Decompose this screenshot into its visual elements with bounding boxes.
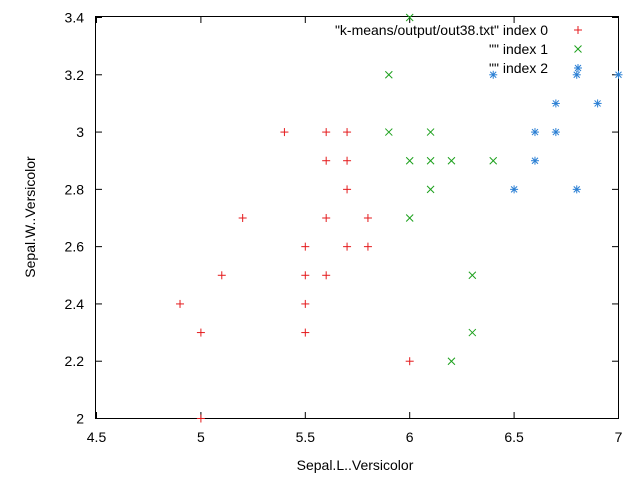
data-point-series-1 xyxy=(489,156,498,165)
data-point-series-0 xyxy=(280,128,289,137)
data-points xyxy=(176,13,623,423)
y-tick-label: 3.2 xyxy=(65,67,85,83)
data-point-series-2 xyxy=(572,185,581,194)
x-tick-label: 6 xyxy=(406,429,414,445)
y-tick-label: 2.4 xyxy=(65,296,85,312)
data-point-series-0 xyxy=(301,328,310,337)
data-point-series-0 xyxy=(343,242,352,251)
data-point-series-1 xyxy=(405,214,414,222)
data-point-series-0 xyxy=(196,414,205,423)
data-point-series-1 xyxy=(447,357,456,366)
x-tick-label: 7 xyxy=(615,429,623,445)
data-point-series-2 xyxy=(489,70,498,79)
data-point-series-2 xyxy=(593,99,602,108)
data-point-series-1 xyxy=(405,13,414,22)
legend-label: "" index 2 xyxy=(489,60,548,76)
legend-marker xyxy=(574,64,582,72)
x-tick-label: 4.5 xyxy=(87,429,107,445)
data-point-series-2 xyxy=(614,70,623,79)
data-point-series-1 xyxy=(447,156,456,165)
x-tick-label: 6.5 xyxy=(504,429,524,445)
data-point-series-0 xyxy=(322,271,331,280)
y-tick-label: 2.6 xyxy=(65,239,85,255)
data-point-series-0 xyxy=(217,271,226,280)
data-point-series-0 xyxy=(322,156,331,165)
data-point-series-1 xyxy=(384,128,393,136)
data-point-series-2 xyxy=(530,128,539,137)
y-tick-label: 3 xyxy=(76,124,84,140)
data-point-series-1 xyxy=(426,128,435,136)
x-axis-ticks: 4.5 5 5.5 6 6.5 7 xyxy=(87,17,623,445)
x-axis-title: Sepal.L..Versicolor xyxy=(297,457,414,473)
x-tick-label: 5 xyxy=(197,429,205,445)
data-point-series-0 xyxy=(322,214,331,222)
data-point-series-0 xyxy=(363,214,372,222)
legend-marker xyxy=(574,26,582,34)
data-point-series-0 xyxy=(238,214,247,222)
data-point-series-1 xyxy=(468,271,477,280)
data-point-series-0 xyxy=(343,156,352,165)
data-point-series-2 xyxy=(510,185,519,194)
y-tick-label: 2.8 xyxy=(65,181,85,197)
data-point-series-1 xyxy=(384,70,393,79)
data-point-series-0 xyxy=(176,299,185,308)
y-tick-label: 2 xyxy=(76,411,84,427)
y-axis-ticks: 2 2.2 2.4 2.6 2.8 3 3.2 3.4 xyxy=(65,10,618,427)
data-point-series-0 xyxy=(405,357,414,366)
legend-marker xyxy=(574,45,582,53)
data-point-series-2 xyxy=(530,156,539,165)
y-tick-label: 2.2 xyxy=(65,353,85,369)
legend-label: "" index 1 xyxy=(489,41,548,57)
data-point-series-1 xyxy=(426,185,435,194)
data-point-series-2 xyxy=(572,70,581,79)
data-point-series-2 xyxy=(551,128,560,137)
y-axis-title: Sepal.W..Versicolor xyxy=(22,156,38,278)
data-point-series-1 xyxy=(426,156,435,165)
legend: "k-means/output/out38.txt" index 0 "" ind… xyxy=(335,22,582,76)
data-point-series-0 xyxy=(301,299,310,308)
y-tick-label: 3.4 xyxy=(65,10,85,26)
data-point-series-0 xyxy=(363,242,372,251)
data-point-series-1 xyxy=(405,156,414,165)
data-point-series-0 xyxy=(196,328,205,337)
data-point-series-0 xyxy=(322,128,331,137)
x-tick-label: 5.5 xyxy=(296,429,316,445)
data-point-series-2 xyxy=(551,99,560,108)
data-point-series-1 xyxy=(468,328,477,337)
data-point-series-0 xyxy=(301,271,310,280)
legend-label: "k-means/output/out38.txt" index 0 xyxy=(335,22,548,38)
plot-frame xyxy=(95,16,619,419)
data-point-series-0 xyxy=(343,128,352,137)
data-point-series-0 xyxy=(301,242,310,251)
data-point-series-0 xyxy=(343,185,352,194)
